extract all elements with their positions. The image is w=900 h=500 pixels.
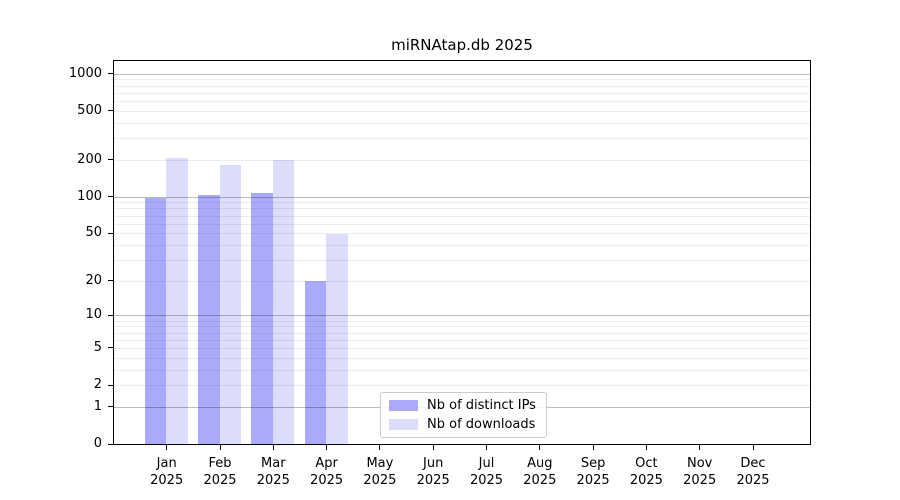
x-tick-mark [272,445,274,450]
x-tick-year: 2025 [416,473,450,488]
x-tick-year: 2025 [683,473,717,488]
x-tick-label: Dec 2025 [721,455,785,489]
y-tick-label: 50 [85,225,102,241]
y-tick-mark [108,314,113,316]
x-tick-label: Apr 2025 [295,455,359,489]
legend-label-downloads: Nb of downloads [427,417,536,432]
x-tick-mark [432,445,434,450]
chart-legend: Nb of distinct IPs Nb of downloads [380,392,547,438]
x-tick-label: May 2025 [348,455,412,489]
x-tick-mark [166,445,168,450]
legend-label-distinct-ips: Nb of distinct IPs [427,398,536,413]
x-tick-year: 2025 [469,473,504,488]
y-tick-mark [108,280,113,282]
x-tick-mark [592,445,594,450]
x-tick-mark [539,445,541,450]
legend-entry-distinct-ips: Nb of distinct IPs [389,398,536,413]
x-tick-mark [379,445,381,450]
y-tick-mark [108,110,113,112]
x-tick-label: Aug 2025 [508,455,572,489]
x-tick-label: Oct 2025 [614,455,678,489]
plot-area: Nb of distinct IPs Nb of downloads [113,60,811,445]
x-tick-mark [645,445,647,450]
y-tick-label: 5 [93,339,102,355]
y-tick-label: 20 [85,272,102,288]
x-tick-mark [486,445,487,450]
bar-nb-of-distinct-ips-apr [304,280,327,444]
x-tick-year: 2025 [150,473,184,488]
y-tick-label: 1 [93,398,102,414]
x-tick-label: Mar 2025 [241,455,305,489]
y-tick-label: 500 [77,102,102,118]
bar-nb-of-downloads-mar [272,159,295,444]
y-tick-label: 10 [85,307,102,323]
x-tick-year: 2025 [576,473,610,488]
y-tick-mark [108,406,113,408]
x-tick-label: Jun 2025 [401,455,465,489]
bar-nb-of-distinct-ips-mar [251,192,273,444]
bar-nb-of-distinct-ips-jan [144,198,167,444]
x-tick-mark [219,445,221,450]
bar-nb-of-distinct-ips-feb [198,195,220,444]
x-tick-label: Jul 2025 [455,455,519,489]
x-tick-mark [326,445,328,450]
y-tick-label: 200 [77,151,102,167]
legend-swatch-downloads [389,419,418,430]
legend-entry-downloads: Nb of downloads [389,417,536,432]
x-tick-label: Feb 2025 [188,455,252,489]
y-tick-mark [108,196,113,198]
x-tick-year: 2025 [629,473,663,488]
y-tick-label: 100 [77,188,102,204]
y-tick-mark [108,443,113,445]
x-tick-mark [752,445,754,450]
bars-layer [114,61,810,444]
x-tick-label: Sep 2025 [561,455,625,489]
y-tick-mark [108,232,113,234]
x-tick-mark [699,445,701,450]
y-tick-label: 1000 [68,65,102,81]
y-tick-mark [108,159,113,161]
x-tick-label: Nov 2025 [668,455,732,489]
y-tick-label: 0 [93,436,102,451]
x-tick-year: 2025 [203,473,237,488]
chart-title: miRNAtap.db 2025 [391,36,533,54]
y-tick-mark [108,384,113,386]
y-tick-label: 2 [93,377,102,393]
x-tick-year: 2025 [523,473,557,488]
x-tick-year: 2025 [310,473,344,488]
bar-nb-of-downloads-feb [219,165,241,444]
x-tick-label: Jan 2025 [135,455,199,489]
bar-nb-of-downloads-apr [326,234,348,444]
legend-swatch-distinct-ips [389,400,418,411]
y-tick-mark [108,73,113,75]
x-tick-year: 2025 [736,473,770,488]
y-tick-mark [108,347,113,349]
x-tick-year: 2025 [256,473,290,488]
bar-nb-of-downloads-jan [166,158,188,444]
x-tick-year: 2025 [363,473,397,488]
